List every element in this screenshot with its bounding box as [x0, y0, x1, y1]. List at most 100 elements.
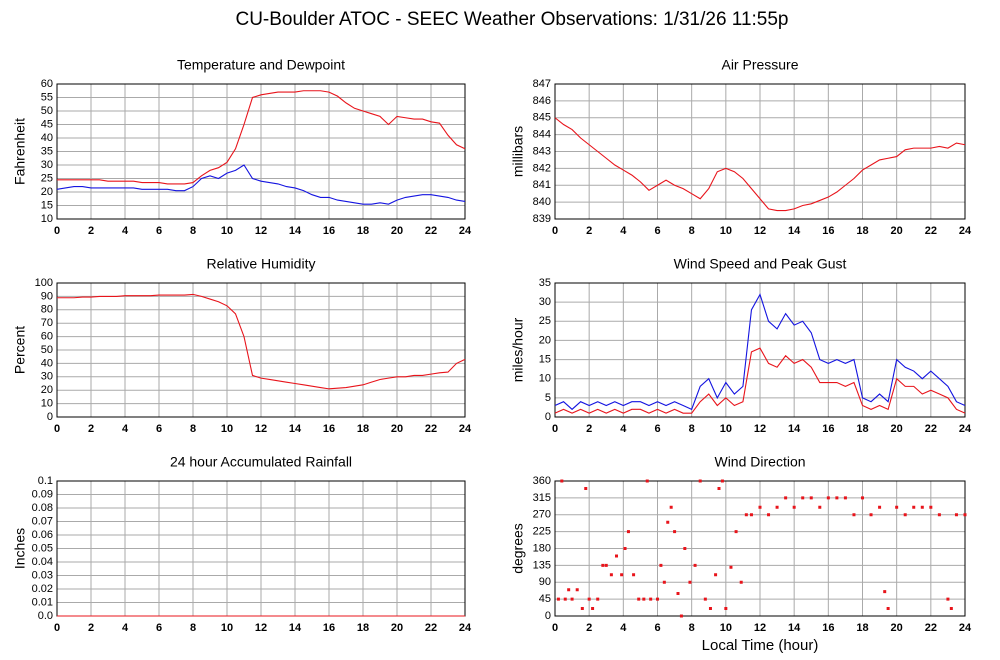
point [861, 496, 864, 500]
chart-title: Wind Direction [714, 454, 805, 470]
y-tick-label: 0.04 [32, 556, 53, 568]
point [767, 513, 771, 517]
x-tick-label: 6 [156, 225, 162, 237]
x-tick-label: 16 [822, 622, 834, 634]
y-tick-label: 55 [41, 91, 53, 103]
y-tick-label: 80 [41, 304, 53, 316]
x-tick-label: 16 [323, 423, 335, 435]
x-axis-label: Local Time (hour) [702, 637, 819, 654]
y-tick-label: 50 [41, 105, 53, 117]
y-tick-label: 35 [41, 145, 53, 157]
point [563, 597, 567, 601]
point [835, 496, 839, 500]
y-tick-label: 70 [41, 317, 53, 329]
point [645, 479, 649, 483]
y-axis-label: Inches [12, 528, 28, 569]
x-tick-label: 12 [754, 423, 766, 435]
x-tick-label: 8 [689, 423, 695, 435]
point [688, 580, 692, 584]
y-tick-label: 0.07 [32, 515, 53, 527]
point [739, 580, 743, 584]
x-tick-label: 12 [754, 622, 766, 634]
point [852, 513, 856, 517]
x-tick-label: 4 [122, 423, 129, 435]
x-tick-label: 12 [754, 225, 766, 237]
series-line [554, 347, 966, 414]
point [734, 530, 738, 534]
x-tick-label: 10 [221, 622, 233, 634]
point [591, 607, 595, 610]
x-tick-label: 22 [425, 225, 437, 237]
x-tick-label: 0 [54, 622, 60, 634]
point [604, 563, 608, 567]
x-tick-label: 4 [122, 622, 129, 634]
y-tick-label: 135 [533, 559, 551, 571]
x-tick-label: 14 [788, 622, 801, 634]
x-tick-label: 10 [221, 225, 233, 237]
point [886, 607, 890, 610]
x-tick-label: 4 [620, 622, 627, 634]
point [632, 573, 636, 577]
y-tick-label: 40 [41, 357, 53, 369]
x-tick-label: 16 [323, 622, 335, 634]
point [724, 607, 728, 610]
point [729, 565, 733, 569]
y-tick-label: 90 [41, 290, 53, 302]
point [818, 505, 822, 509]
point [683, 547, 687, 550]
point [556, 597, 560, 601]
y-tick-label: 40 [41, 132, 53, 144]
x-tick-label: 14 [788, 423, 801, 435]
point [869, 513, 873, 517]
y-axis-label: Fahrenheit [12, 118, 28, 185]
point [679, 614, 683, 618]
point [584, 487, 588, 490]
x-tick-label: 20 [891, 622, 903, 634]
series-line [554, 293, 966, 411]
x-tick-label: 22 [925, 423, 937, 435]
point [826, 496, 830, 500]
y-tick-label: 180 [533, 542, 551, 554]
x-tick-label: 4 [620, 225, 627, 237]
point [601, 563, 605, 567]
x-tick-label: 14 [289, 225, 302, 237]
y-axis-label: millibars [510, 126, 526, 177]
point [575, 588, 579, 592]
point [809, 496, 813, 500]
plot-frame [56, 282, 466, 418]
y-tick-label: 90 [539, 576, 551, 588]
x-tick-label: 8 [689, 622, 695, 634]
y-tick-label: 315 [533, 492, 551, 504]
y-tick-label: 5 [545, 392, 551, 404]
y-tick-label: 45 [41, 118, 53, 130]
y-tick-label: 0.08 [32, 502, 53, 514]
y-tick-label: 841 [533, 179, 551, 191]
plot-frame [56, 83, 466, 220]
point [703, 597, 707, 601]
point [954, 513, 958, 517]
point [758, 505, 762, 509]
point [587, 597, 591, 601]
y-tick-label: 839 [533, 213, 551, 225]
point [792, 505, 796, 509]
x-tick-label: 0 [54, 423, 60, 435]
x-tick-label: 16 [822, 423, 834, 435]
x-tick-label: 2 [88, 622, 94, 634]
y-tick-label: 30 [41, 159, 53, 171]
chart-title: Relative Humidity [207, 256, 316, 272]
point [567, 588, 571, 592]
x-tick-label: 8 [190, 225, 196, 237]
y-tick-label: 843 [533, 145, 551, 157]
x-tick-label: 12 [255, 423, 267, 435]
point [637, 597, 641, 601]
plot-frame [554, 282, 966, 418]
y-axis-label: degrees [510, 523, 526, 574]
x-tick-label: 0 [552, 423, 558, 435]
x-tick-label: 18 [357, 622, 369, 634]
x-tick-label: 18 [357, 423, 369, 435]
y-tick-label: 225 [533, 526, 551, 538]
point [720, 479, 724, 483]
x-tick-label: 24 [459, 423, 472, 435]
y-tick-label: 0.02 [32, 583, 53, 595]
y-tick-label: 10 [539, 373, 551, 385]
